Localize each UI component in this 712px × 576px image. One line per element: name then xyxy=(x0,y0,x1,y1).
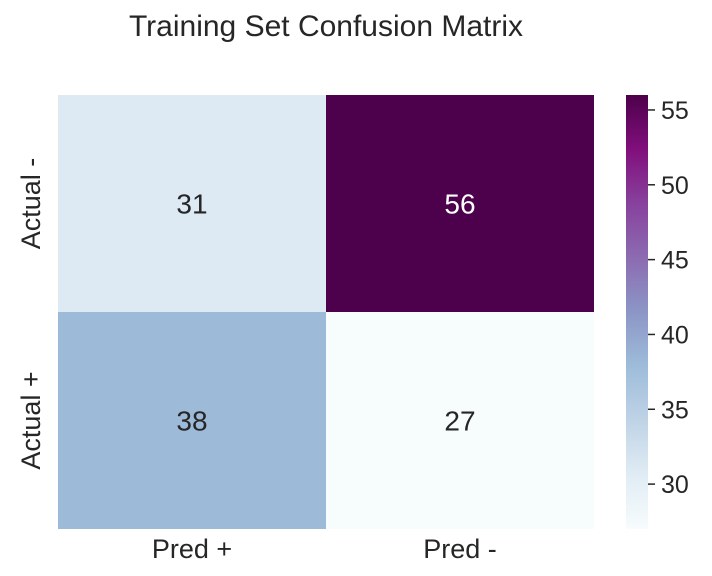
colorbar-tick-label: 55 xyxy=(661,97,689,125)
chart-title: Training Set Confusion Matrix xyxy=(129,10,523,43)
colorbar-tick-label: 40 xyxy=(661,321,689,349)
cell-value-label: 38 xyxy=(176,406,207,437)
cell-value-label: 31 xyxy=(176,189,207,220)
colorbar-ticks: 30 35 40 45 50 55 xyxy=(648,97,689,499)
cell-value-label: 56 xyxy=(444,189,475,220)
x-tick-label: Pred - xyxy=(423,534,497,564)
y-tick-label: Actual - xyxy=(16,158,46,250)
x-tick-label: Pred + xyxy=(152,534,232,564)
y-tick-label: Actual + xyxy=(16,371,46,469)
colorbar-tick-label: 50 xyxy=(661,172,689,200)
cell-value-label: 27 xyxy=(444,406,475,437)
colorbar-tick-label: 30 xyxy=(661,471,689,499)
heatmap-cells xyxy=(58,95,594,529)
colorbar xyxy=(626,95,648,529)
colorbar-tick-label: 45 xyxy=(661,247,689,275)
y-axis-tick-labels: Actual - Actual + xyxy=(16,158,46,470)
colorbar-tick-label: 35 xyxy=(661,396,689,424)
x-axis-tick-labels: Pred + Pred - xyxy=(152,534,497,564)
